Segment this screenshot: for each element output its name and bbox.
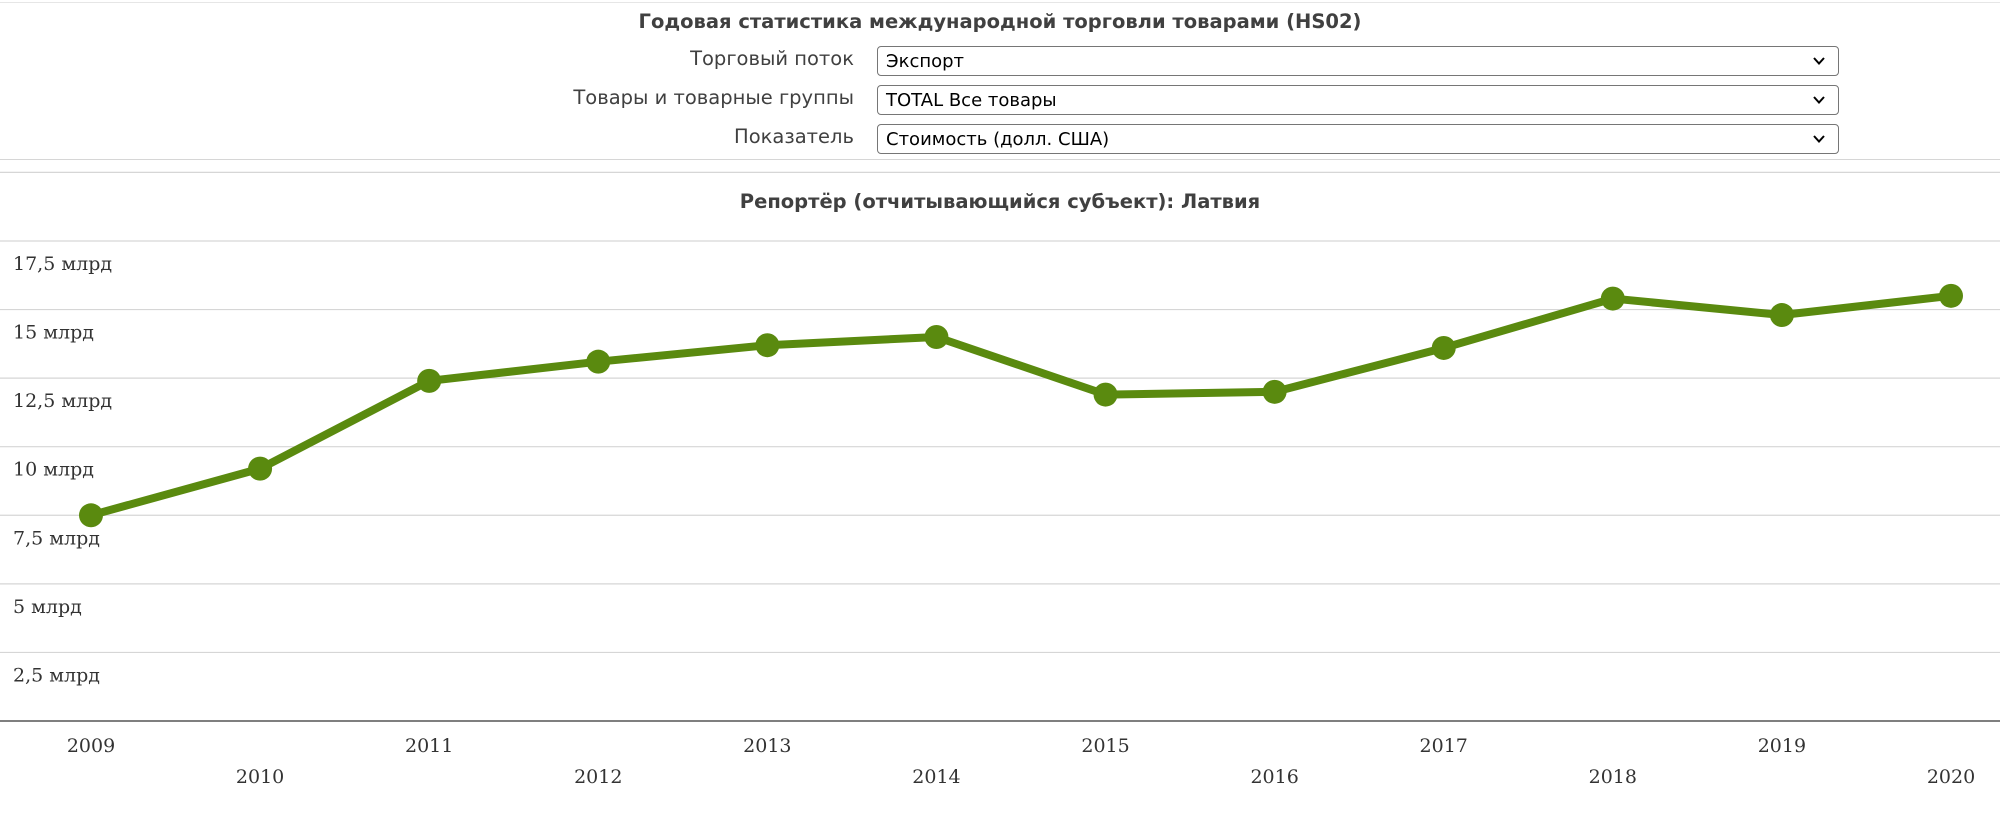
y-tick-label: 5 млрд [13, 596, 82, 618]
x-tick-label: 2018 [1589, 766, 1637, 788]
indicator-select[interactable]: Стоимость (долл. США) [877, 124, 1839, 154]
data-point [1431, 335, 1456, 360]
data-point [755, 333, 780, 358]
data-point [417, 368, 442, 393]
x-tick-label: 2020 [1927, 766, 1975, 788]
y-tick-label: 10 млрд [13, 459, 94, 481]
x-tick-label: 2015 [1081, 735, 1129, 757]
commodity-select[interactable]: TOTAL Все товары [877, 85, 1839, 115]
series-line [87, 291, 1955, 520]
x-tick-label: 2012 [574, 766, 622, 788]
indicator-label: Показатель [734, 125, 854, 148]
data-point [1939, 283, 1963, 308]
data-point [1769, 303, 1794, 328]
chevron-down-icon [1813, 135, 1825, 143]
x-tick-label: 2013 [743, 735, 791, 757]
y-tick-label: 2,5 млрд [13, 664, 100, 686]
data-point [924, 324, 949, 349]
x-tick-label: 2017 [1420, 735, 1468, 757]
indicator-value: Стоимость (долл. США) [886, 129, 1110, 150]
data-point [1262, 379, 1287, 404]
y-tick-label: 12,5 млрд [13, 390, 112, 412]
x-tick-label: 2016 [1250, 766, 1298, 788]
x-tick-label: 2009 [67, 735, 115, 757]
section-divider [0, 159, 2000, 160]
filter-panel: Годовая статистика международной торговл… [0, 0, 2000, 160]
data-point [586, 349, 611, 374]
data-point [248, 456, 273, 481]
x-tick-label: 2010 [236, 766, 284, 788]
data-point [79, 503, 103, 528]
x-tick-label: 2011 [405, 735, 453, 757]
x-tick-label: 2014 [912, 766, 960, 788]
page-title: Годовая статистика международной торговл… [638, 10, 1362, 33]
trade-flow-select[interactable]: Экспорт [877, 46, 1839, 76]
chevron-down-icon [1813, 57, 1825, 65]
trade-flow-value: Экспорт [886, 51, 965, 72]
chevron-down-icon [1813, 96, 1825, 104]
trade-flow-label: Торговый поток [690, 47, 854, 70]
chart-title: Репортёр (отчитывающийся субъект): Латви… [739, 190, 1261, 213]
data-point [1600, 286, 1625, 311]
top-rule [0, 2, 2000, 3]
y-tick-label: 17,5 млрд [13, 253, 112, 275]
data-point [1093, 382, 1118, 407]
y-tick-label: 15 млрд [13, 322, 94, 344]
y-tick-label: 7,5 млрд [13, 527, 100, 549]
commodity-value: TOTAL Все товары [886, 90, 1057, 111]
commodity-label: Товары и товарные группы [573, 86, 854, 109]
x-tick-label: 2019 [1758, 735, 1806, 757]
